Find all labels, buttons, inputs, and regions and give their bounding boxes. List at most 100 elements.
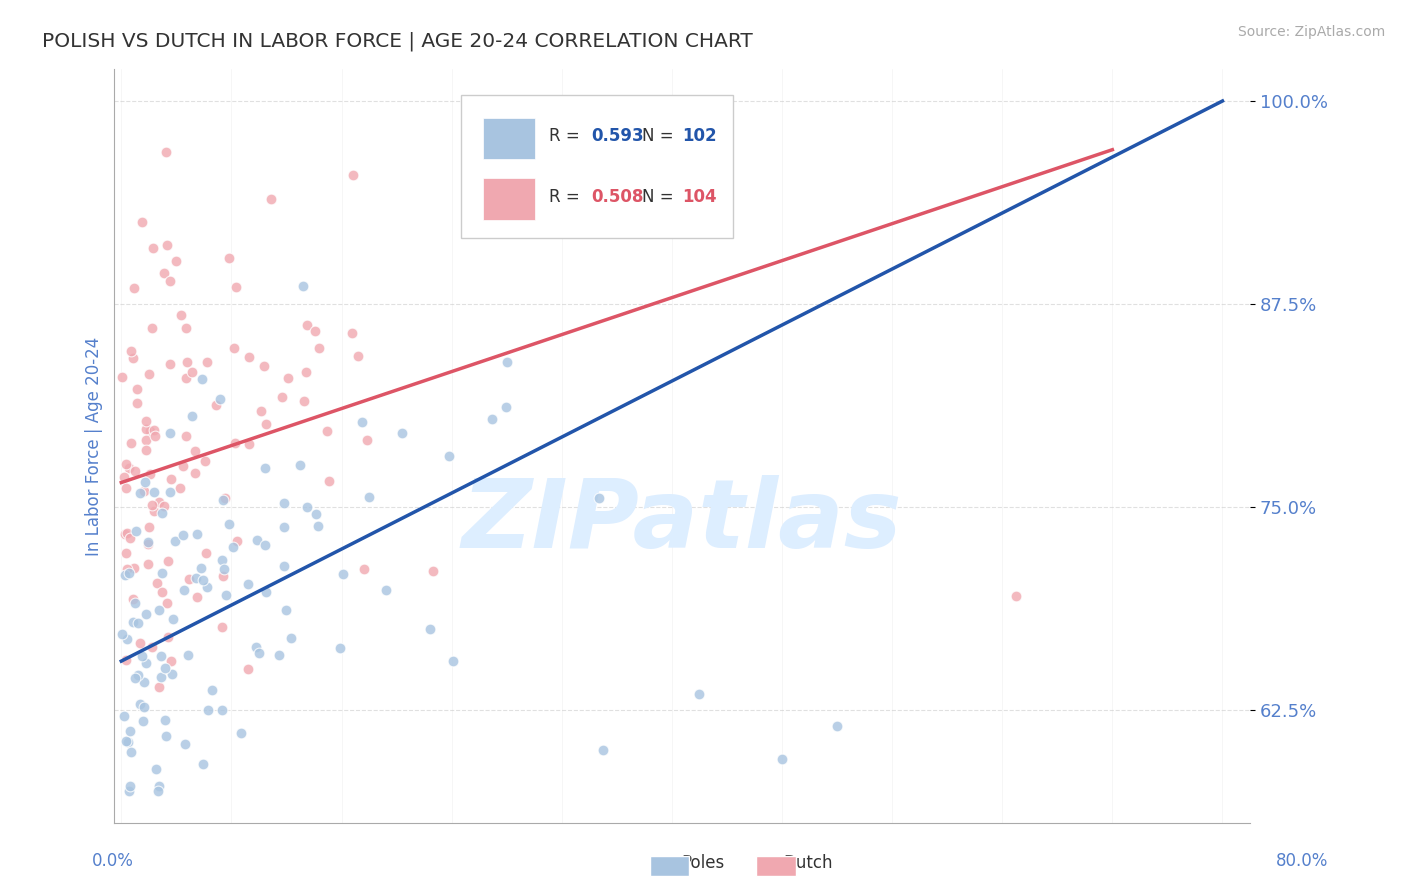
Point bbox=[127, 668, 149, 682]
Point bbox=[143, 423, 166, 437]
Point bbox=[437, 450, 460, 464]
Point bbox=[209, 392, 232, 407]
Point bbox=[117, 566, 139, 581]
Point bbox=[114, 546, 136, 560]
Point bbox=[114, 653, 136, 667]
Point bbox=[245, 640, 267, 655]
Point bbox=[148, 495, 170, 509]
Point bbox=[155, 145, 177, 160]
Point bbox=[254, 461, 277, 475]
Text: R =: R = bbox=[550, 188, 585, 206]
Point bbox=[115, 733, 138, 747]
Point bbox=[191, 372, 214, 386]
Point bbox=[124, 464, 146, 478]
Point bbox=[214, 587, 236, 601]
Point bbox=[246, 533, 269, 548]
Point bbox=[145, 762, 167, 776]
Point bbox=[174, 371, 197, 385]
Text: 102: 102 bbox=[682, 128, 717, 145]
Point bbox=[118, 531, 141, 545]
FancyBboxPatch shape bbox=[484, 178, 534, 219]
Point bbox=[117, 735, 139, 749]
Point bbox=[121, 615, 143, 629]
Point bbox=[254, 539, 277, 553]
Point bbox=[155, 238, 177, 252]
Point bbox=[160, 666, 183, 681]
Point bbox=[236, 662, 259, 676]
Point bbox=[152, 566, 174, 581]
Point bbox=[134, 475, 156, 490]
Point bbox=[111, 627, 134, 641]
FancyBboxPatch shape bbox=[484, 118, 534, 159]
Point bbox=[136, 557, 159, 571]
Point bbox=[125, 382, 148, 396]
Text: 80.0%: 80.0% bbox=[1277, 852, 1329, 870]
Point bbox=[295, 365, 318, 379]
Point bbox=[214, 491, 236, 505]
Point bbox=[825, 719, 848, 733]
Point bbox=[146, 784, 169, 798]
Point bbox=[153, 500, 176, 514]
Point bbox=[318, 474, 340, 488]
Point bbox=[176, 320, 198, 334]
Point bbox=[250, 403, 273, 417]
Point bbox=[205, 398, 228, 412]
Text: N =: N = bbox=[643, 128, 679, 145]
Point bbox=[304, 507, 326, 521]
Point bbox=[195, 354, 218, 368]
Point bbox=[254, 417, 277, 431]
Point bbox=[222, 540, 245, 554]
Point bbox=[193, 756, 215, 771]
Point bbox=[122, 281, 145, 295]
Point bbox=[186, 527, 208, 541]
Point bbox=[138, 367, 160, 381]
Point bbox=[212, 568, 235, 582]
Point bbox=[135, 422, 157, 436]
Point bbox=[211, 619, 233, 633]
Point bbox=[172, 459, 194, 474]
Point bbox=[273, 496, 295, 510]
Point bbox=[129, 635, 152, 649]
Text: 0.508: 0.508 bbox=[592, 188, 644, 206]
Point bbox=[214, 561, 236, 575]
Point bbox=[141, 321, 163, 335]
Point bbox=[308, 341, 330, 355]
Point bbox=[143, 485, 166, 500]
Text: POLISH VS DUTCH IN LABOR FORCE | AGE 20-24 CORRELATION CHART: POLISH VS DUTCH IN LABOR FORCE | AGE 20-… bbox=[42, 31, 754, 51]
Point bbox=[481, 412, 503, 426]
Point bbox=[201, 682, 224, 697]
Point bbox=[496, 355, 519, 369]
Point bbox=[173, 583, 195, 598]
Point bbox=[254, 585, 277, 599]
Point bbox=[260, 193, 283, 207]
Point bbox=[292, 394, 315, 409]
Point bbox=[112, 469, 135, 483]
Point bbox=[1005, 589, 1028, 603]
Point bbox=[153, 713, 176, 727]
Point bbox=[115, 562, 138, 576]
Point bbox=[150, 648, 173, 663]
Point bbox=[141, 640, 163, 655]
Point bbox=[273, 559, 295, 574]
Point bbox=[132, 483, 155, 498]
Text: ZIPatlas: ZIPatlas bbox=[463, 475, 903, 568]
Point bbox=[135, 433, 157, 447]
Point bbox=[422, 564, 444, 578]
Point bbox=[114, 568, 136, 582]
Point bbox=[194, 453, 217, 467]
Point bbox=[588, 491, 610, 505]
Text: Source: ZipAtlas.com: Source: ZipAtlas.com bbox=[1237, 25, 1385, 39]
Point bbox=[120, 343, 142, 358]
Point bbox=[441, 654, 464, 668]
FancyBboxPatch shape bbox=[461, 95, 734, 238]
Point bbox=[347, 349, 370, 363]
Point bbox=[224, 341, 246, 355]
Point bbox=[124, 595, 146, 609]
Point bbox=[170, 308, 193, 322]
Point bbox=[274, 603, 297, 617]
Point bbox=[359, 490, 381, 504]
Point bbox=[273, 520, 295, 534]
Point bbox=[132, 699, 155, 714]
Point bbox=[297, 318, 319, 332]
Point bbox=[229, 726, 252, 740]
